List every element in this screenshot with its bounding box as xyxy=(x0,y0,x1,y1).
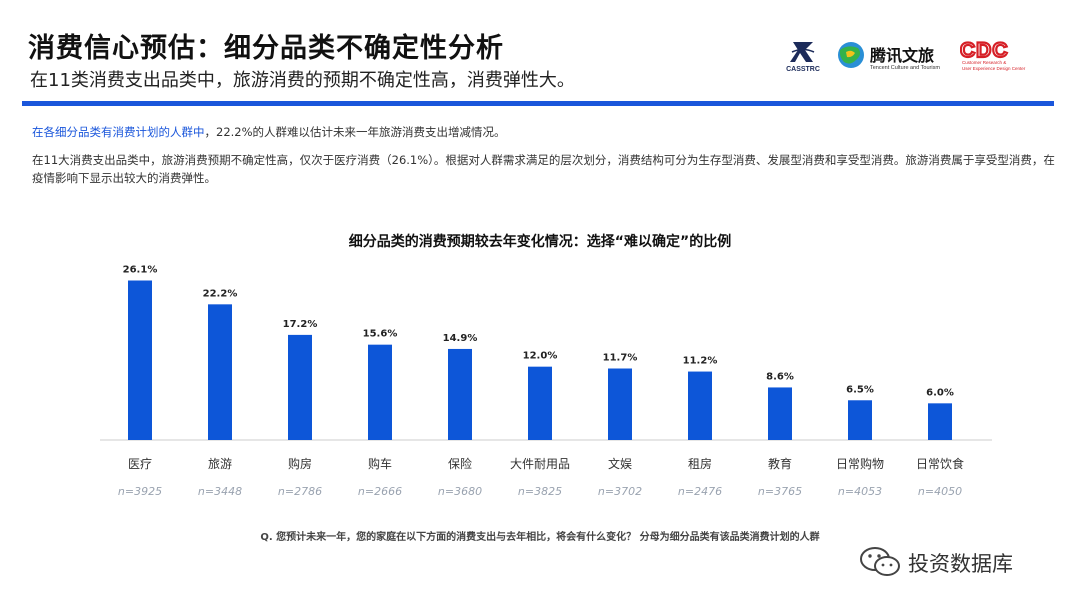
bar-value-label: 11.7% xyxy=(603,353,638,364)
summary-highlight: 在各细分品类有消费计划的人群中 xyxy=(32,125,205,139)
bar-value-label: 6.0% xyxy=(926,387,954,398)
summary-note: 在各细分品类有消费计划的人群中，22.2%的人群难以估计未来一年旅游消费支出增减… xyxy=(32,124,506,140)
bar-value-label: 6.5% xyxy=(846,384,874,395)
bar-4 xyxy=(368,344,392,440)
bar-10 xyxy=(848,400,872,440)
sample-size-label: n=2786 xyxy=(278,485,322,498)
wechat-watermark: 投资数据库 xyxy=(858,545,1058,579)
category-label: 购车 xyxy=(368,456,392,471)
cdc-sub-line-1: Customer Research & xyxy=(962,60,1007,65)
bar-value-label: 12.0% xyxy=(523,351,558,362)
page-title: 消费信心预估：细分品类不确定性分析 xyxy=(28,33,504,64)
sample-size-label: n=2666 xyxy=(358,485,402,498)
sample-size-label: n=4053 xyxy=(838,485,882,498)
bar-6 xyxy=(528,366,552,440)
category-label: 租房 xyxy=(688,456,712,471)
casstrc-emblem-icon xyxy=(790,42,815,62)
bar-2 xyxy=(208,304,232,440)
bar-value-label: 14.9% xyxy=(443,333,478,344)
category-label: 大件耐用品 xyxy=(510,457,570,471)
bar-value-label: 11.2% xyxy=(683,356,718,367)
bar-value-label: 8.6% xyxy=(766,371,794,382)
category-label: 医疗 xyxy=(128,457,152,471)
tencent-subtext: Tencent Culture and Tourism xyxy=(870,65,940,71)
sample-size-label: n=3765 xyxy=(758,485,802,498)
bar-value-label: 15.6% xyxy=(363,329,398,340)
bar-value-label: 26.1% xyxy=(123,265,158,276)
bar-11 xyxy=(928,403,952,440)
analysis-paragraph: 在11大消费支出品类中，旅游消费预期不确定性高，仅次于医疗消费（26.1%）。根… xyxy=(32,153,1055,185)
category-label: 教育 xyxy=(768,456,792,471)
page-subtitle: 在11类消费支出品类中，旅游消费的预期不确定性高，消费弹性大。 xyxy=(30,70,575,91)
chart-title: 细分品类的消费预期较去年变化情况：选择“难以确定”的比例 xyxy=(348,234,732,250)
svg-text:CDC: CDC xyxy=(960,40,1009,60)
wechat-icon xyxy=(860,547,900,576)
sample-size-label: n=3680 xyxy=(438,485,482,498)
casstrc-logo: CASSTRC xyxy=(778,38,828,78)
category-label: 购房 xyxy=(288,456,312,471)
sample-size-label: n=3448 xyxy=(198,485,242,498)
tencent-name: 腾讯文旅 xyxy=(870,46,935,65)
cdc-subtext: Customer Research & User Experience Desi… xyxy=(962,60,1025,72)
tencent-culture-tourism-logo: 腾讯文旅 Tencent Culture and Tourism xyxy=(836,40,946,80)
bar-chart: 26.1% 医疗 n=3925 22.2% 旅游 n=3448 17.2% 购房 n=2786 1… xyxy=(100,265,992,498)
sample-size-label: n=2476 xyxy=(678,485,722,498)
category-label: 旅游 xyxy=(208,457,232,471)
bar-value-label: 17.2% xyxy=(283,319,318,330)
sample-size-label: n=3825 xyxy=(518,485,562,498)
cdc-wordmark-icon: CDC xyxy=(959,38,1009,63)
bar-1 xyxy=(128,280,152,440)
watermark-text: 投资数据库 xyxy=(908,552,1013,576)
category-label: 文娱 xyxy=(608,456,632,471)
bar-9 xyxy=(768,387,792,440)
sample-size-label: n=3702 xyxy=(598,485,642,498)
casstrc-text: CASSTRC xyxy=(786,66,820,73)
survey-question-footnote: Q. 您预计未来一年，您的家庭在以下方面的消费支出与去年相比，将会有什么变化？ … xyxy=(260,532,820,543)
header-divider xyxy=(22,101,1054,106)
tencent-globe-icon xyxy=(838,42,864,68)
header: 消费信心预估：细分品类不确定性分析 在11类消费支出品类中，旅游消费的预期不确定… xyxy=(0,0,1080,108)
sample-size-label: n=3925 xyxy=(118,485,162,498)
cdc-sub-line-2: User Experience Design Center xyxy=(962,66,1026,71)
bar-7 xyxy=(608,368,632,440)
bar-8 xyxy=(688,371,712,440)
category-label: 日常饮食 xyxy=(916,456,964,471)
bar-3 xyxy=(288,334,312,440)
bar-5 xyxy=(448,348,472,440)
bar-value-label: 22.2% xyxy=(203,288,238,299)
summary-rest: ，22.2%的人群难以估计未来一年旅游消费支出增减情况。 xyxy=(204,125,506,139)
sample-size-label: n=4050 xyxy=(918,485,962,498)
category-label: 日常购物 xyxy=(836,456,884,471)
cdc-logo: CDC Customer Research & User Experience … xyxy=(959,38,1040,74)
category-label: 保险 xyxy=(448,456,472,471)
